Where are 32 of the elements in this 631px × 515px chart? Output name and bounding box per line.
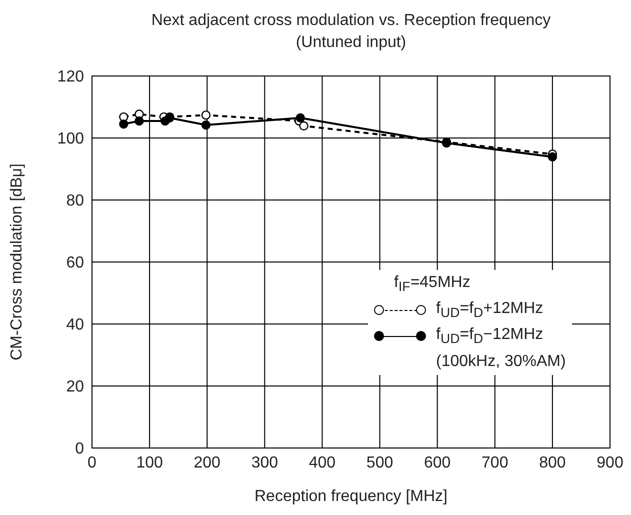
y-tick-label: 0 [75,440,84,458]
x-tick-label: 900 [596,454,624,472]
chart-subtitle: (Untuned input) [294,33,408,53]
x-axis-title: Reception frequency [MHz] [254,488,448,505]
point [296,113,305,122]
y-tick-label: 40 [66,316,84,334]
legend-label: f$_{UD}$=f$_{D}$−12MHz [436,325,544,349]
point [201,120,211,130]
y-tick-label: 80 [66,192,84,210]
y-tick-label: 100 [57,130,84,148]
x-tick-label: 200 [194,454,221,472]
y-tick-label: 120 [57,68,84,86]
x-tick-label: 800 [539,454,566,472]
y-axis-title: CM-Cross modulation [dBμ] [8,164,26,360]
annotation: (100kHz, 30%AM) [436,352,566,372]
y-tick-label: 20 [66,378,84,396]
x-tick-label: 500 [366,454,394,472]
chart-title: Next adjacent cross modulation vs. Reception frequency [150,11,552,31]
point [119,119,128,129]
point [299,121,308,131]
legend-title: f$_{IF}$=45MHz [394,273,472,296]
x-tick-label: 700 [482,454,508,472]
x-tick-label: 600 [424,454,451,472]
y-tick-label: 60 [66,254,84,272]
point [548,152,558,162]
x-tick-label: 100 [136,454,163,472]
point [201,110,211,120]
x-tick-label: 0 [88,454,97,472]
x-tick-label: 300 [251,454,278,472]
x-tick-label: 400 [308,454,336,472]
legend-label: f$_{UD}$=f$_{D}$+12MHz [436,299,544,322]
point [134,116,144,126]
